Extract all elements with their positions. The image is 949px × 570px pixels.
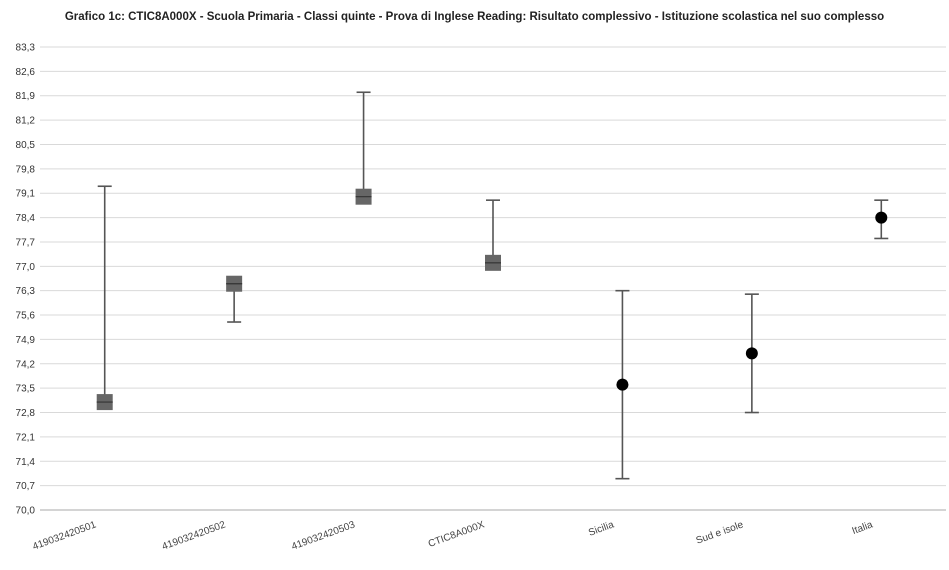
y-tick-label: 70,0 (16, 506, 36, 517)
x-tick-label: Italia (851, 519, 875, 537)
y-tick-label: 77,0 (16, 262, 36, 273)
y-tick-label: 76,3 (16, 286, 36, 297)
y-tick-label: 74,2 (16, 359, 36, 370)
y-tick-label: 78,4 (16, 213, 36, 224)
y-tick-label: 72,8 (16, 408, 36, 419)
x-tick-label: 419032420503 (290, 519, 357, 552)
data-point-circle (875, 211, 888, 224)
x-tick-label: 419032420502 (161, 519, 228, 552)
y-tick-label: 79,8 (16, 164, 36, 175)
x-tick-label: Sicilia (587, 519, 616, 538)
y-tick-label: 74,9 (16, 335, 36, 346)
y-tick-label: 81,2 (16, 116, 36, 127)
data-point-circle (745, 347, 758, 360)
y-tick-label: 83,3 (16, 43, 36, 54)
chart-title: Grafico 1c: CTIC8A000X - Scuola Primaria… (64, 11, 885, 23)
y-tick-label: 77,7 (16, 237, 36, 248)
y-tick-label: 82,6 (16, 67, 36, 78)
y-tick-label: 81,9 (16, 91, 36, 102)
data-point-circle (616, 378, 629, 391)
y-tick-label: 80,5 (16, 140, 36, 151)
y-tick-label: 72,1 (16, 432, 36, 443)
y-tick-label: 71,4 (16, 457, 36, 468)
x-tick-label: 419032420501 (31, 519, 98, 552)
y-tick-label: 79,1 (16, 189, 36, 200)
y-tick-label: 75,6 (16, 311, 36, 322)
x-tick-label: Sud e isole (695, 519, 746, 546)
y-tick-label: 73,5 (16, 384, 36, 395)
y-tick-label: 70,7 (16, 481, 36, 492)
x-tick-label: CTIC8A000X (427, 519, 486, 550)
